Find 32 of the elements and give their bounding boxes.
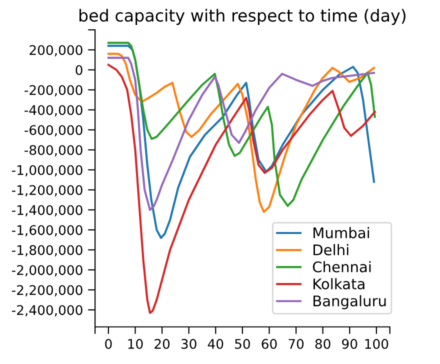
line-series [107, 44, 376, 239]
legend-label: Mumbai [314, 227, 370, 238]
y-tick-label: 0 [76, 65, 82, 76]
y-tick-label: -1,600,000 [12, 225, 82, 236]
x-tick-label: 60 [262, 338, 277, 349]
x-tick-label: 0 [105, 338, 112, 349]
chart-title: bed capacity with respect to time (day) [79, 8, 406, 25]
legend-label: Kolkata [314, 278, 364, 290]
x-tick-label: 70 [288, 338, 304, 349]
legend-label: Bangaluru [314, 295, 386, 310]
x-tick-label: 10 [128, 338, 143, 349]
x-tick-label: 100 [365, 338, 388, 349]
y-tick-label: -400,000 [24, 105, 82, 116]
y-tick-label: -200,000 [24, 85, 82, 96]
y-tick-label: -1,000,000 [12, 165, 82, 176]
y-tick-label: -1,800,000 [12, 245, 82, 256]
y-tick-label: -800,000 [24, 145, 82, 156]
y-tick-label: -1,400,000 [12, 205, 82, 216]
y-tick-label: -2,400,000 [12, 305, 82, 316]
y-tick-label: -2,200,000 [12, 285, 82, 296]
y-tick-label: -600,000 [24, 125, 82, 136]
x-tick-label: 30 [181, 338, 196, 349]
legend-label: Delhi [314, 244, 348, 256]
y-tick-label: 200,000 [30, 45, 82, 56]
x-tick-label: 50 [235, 338, 250, 349]
x-tick-label: 90 [342, 338, 358, 349]
x-tick-label: 80 [315, 338, 330, 349]
x-tick-label: 20 [154, 338, 170, 349]
y-tick-label: -1,200,000 [12, 185, 82, 196]
y-tick-label: -2,000,000 [12, 265, 82, 276]
x-tick-label: 40 [208, 338, 224, 349]
legend-label: Chennai [312, 261, 371, 272]
